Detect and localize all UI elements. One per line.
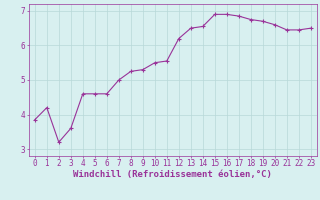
X-axis label: Windchill (Refroidissement éolien,°C): Windchill (Refroidissement éolien,°C): [73, 170, 272, 179]
